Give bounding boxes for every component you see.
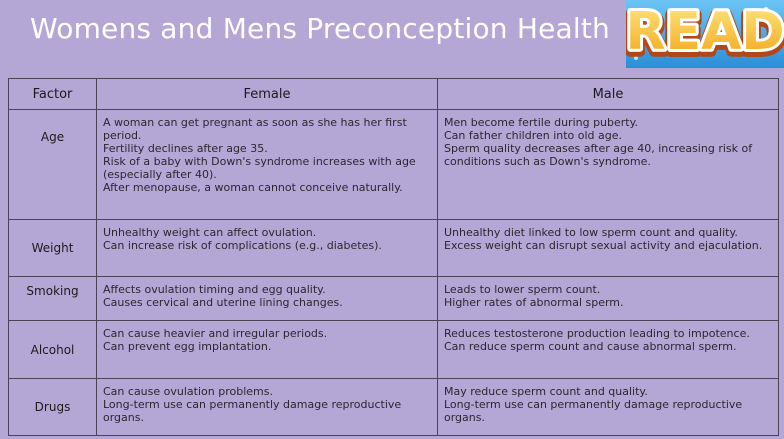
factor-label: Alcohol: [8, 320, 97, 379]
cell-line: Sperm quality decreases after age 40, in…: [444, 142, 753, 168]
cell-line: Higher rates of abnormal sperm.: [444, 296, 624, 309]
read-badge: READ READ READ: [626, 0, 784, 68]
cell-line: Can increase risk of complications (e.g.…: [103, 239, 382, 252]
cell-line: Unhealthy weight can affect ovulation.: [103, 226, 317, 239]
cell-line: Causes cervical and uterine lining chang…: [103, 296, 343, 309]
read-badge-icon: READ READ READ: [626, 0, 784, 68]
cell-line: Long-term use can permanently damage rep…: [444, 398, 743, 424]
header-female: Female: [96, 78, 438, 110]
cell-line: Can cause heavier and irregular periods.: [103, 327, 328, 340]
factor-label: Drugs: [8, 378, 97, 436]
female-cell: Can cause ovulation problems. Long-term …: [96, 378, 438, 436]
female-cell: Can cause heavier and irregular periods.…: [96, 320, 438, 379]
cell-line: Affects ovulation timing and egg quality…: [103, 283, 326, 296]
cell-line: Unhealthy diet linked to low sperm count…: [444, 226, 738, 239]
table-row-drugs: Drugs Can cause ovulation problems. Long…: [8, 378, 779, 436]
svg-text:READ: READ: [626, 2, 784, 62]
table-row-alcohol: Alcohol Can cause heavier and irregular …: [8, 320, 779, 379]
cell-line: Can reduce sperm count and cause abnorma…: [444, 340, 737, 353]
factor-label: Age: [8, 109, 97, 220]
svg-text:READ: READ: [626, 2, 784, 62]
page-title: Womens and Mens Preconception Health: [30, 12, 610, 45]
female-cell: Affects ovulation timing and egg quality…: [96, 276, 438, 321]
cell-line: Leads to lower sperm count.: [444, 283, 601, 296]
female-cell: Unhealthy weight can affect ovulation. C…: [96, 219, 438, 277]
cell-line: Excess weight can disrupt sexual activit…: [444, 239, 763, 252]
cell-line: A woman can get pregnant as soon as she …: [103, 116, 407, 142]
male-cell: Unhealthy diet linked to low sperm count…: [437, 219, 779, 277]
male-cell: Men become fertile during puberty. Can f…: [437, 109, 779, 220]
cell-line: Can father children into old age.: [444, 129, 623, 142]
male-cell: Reduces testosterone production leading …: [437, 320, 779, 379]
header-male: Male: [437, 78, 779, 110]
preconception-health-table: Factor Female Male Age A woman can get p…: [8, 78, 779, 436]
cell-line: Fertility declines after age 35.: [103, 142, 268, 155]
table-row-weight: Weight Unhealthy weight can affect ovula…: [8, 219, 779, 277]
table-header-row: Factor Female Male: [8, 78, 779, 110]
factor-label: Smoking: [8, 276, 97, 321]
cell-line: Can prevent egg implantation.: [103, 340, 272, 353]
factor-label: Weight: [8, 219, 97, 277]
cell-line: Risk of a baby with Down's syndrome incr…: [103, 155, 416, 181]
male-cell: May reduce sperm count and quality. Long…: [437, 378, 779, 436]
cell-line: Long-term use can permanently damage rep…: [103, 398, 402, 424]
cell-line: Can cause ovulation problems.: [103, 385, 273, 398]
header-factor: Factor: [8, 78, 97, 110]
cell-line: Men become fertile during puberty.: [444, 116, 639, 129]
table-row-smoking: Smoking Affects ovulation timing and egg…: [8, 276, 779, 321]
cell-line: May reduce sperm count and quality.: [444, 385, 648, 398]
table-row-age: Age A woman can get pregnant as soon as …: [8, 109, 779, 220]
cell-line: Reduces testosterone production leading …: [444, 327, 750, 340]
female-cell: A woman can get pregnant as soon as she …: [96, 109, 438, 220]
cell-line: After menopause, a woman cannot conceive…: [103, 181, 403, 194]
male-cell: Leads to lower sperm count. Higher rates…: [437, 276, 779, 321]
svg-text:READ: READ: [626, 5, 784, 65]
